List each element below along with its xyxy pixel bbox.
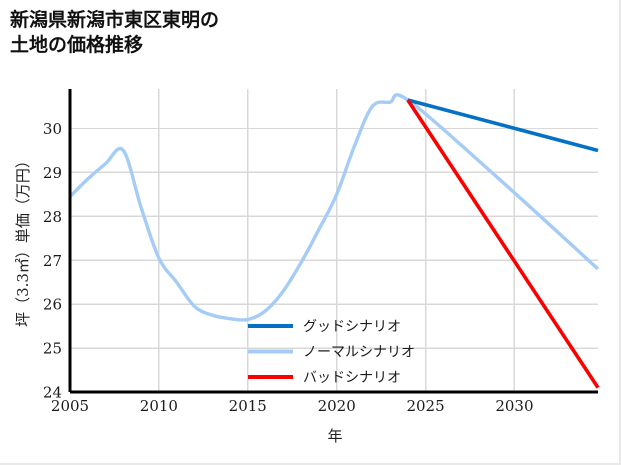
y-tick-label: 30 [43, 120, 62, 138]
x-tick-label: 2030 [495, 397, 533, 415]
legend-label: グッドシナリオ [303, 319, 401, 335]
x-tick-label: 2005 [51, 397, 89, 415]
y-tick-label: 26 [43, 296, 62, 314]
axis-spines [68, 89, 598, 394]
y-tick-labels: 24 25 26 27 28 29 30 [43, 120, 62, 401]
y-tick-label: 25 [43, 340, 62, 358]
series-line-normal [68, 93, 600, 322]
x-tick-label: 2025 [406, 397, 444, 415]
legend-label: バッドシナリオ [303, 370, 401, 386]
series-line-bad [406, 98, 600, 389]
y-tick-label: 27 [43, 252, 62, 270]
x-tick-labels: 2005 2010 2015 2020 2025 2030 [51, 397, 534, 415]
y-tick-label: 24 [43, 384, 62, 402]
y-tick-label: 29 [43, 164, 62, 182]
series-lines [68, 93, 600, 389]
y-tick-label: 28 [43, 208, 62, 226]
x-tick-label: 2020 [318, 397, 356, 415]
series-line-good [407, 98, 599, 153]
x-tick-label: 2010 [140, 397, 178, 415]
x-tick-label: 2015 [229, 397, 267, 415]
chart-title: 新潟県新潟市東区東明の 土地の価格推移 [10, 9, 220, 57]
x-axis-label: 年 [327, 427, 342, 445]
legend-label: ノーマルシナリオ [303, 345, 415, 361]
y-axis-label: 坪（3.3㎡）単価（万円） [14, 153, 32, 327]
